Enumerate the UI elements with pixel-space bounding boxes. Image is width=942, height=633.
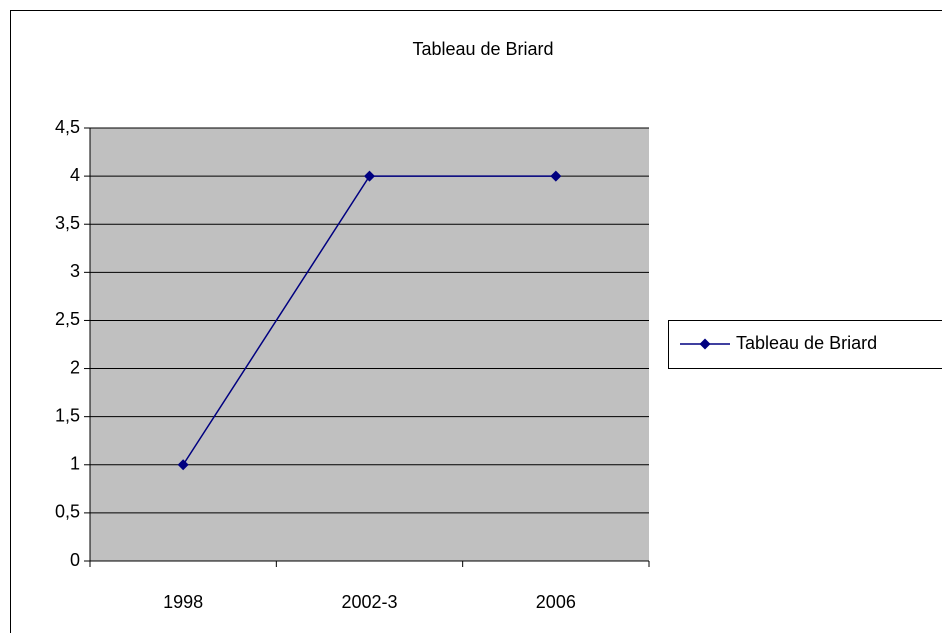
y-tick-label: 2 [70,357,80,377]
x-tick-label: 2006 [536,592,576,612]
plot-area [90,128,649,561]
y-tick-label: 4 [70,165,80,185]
y-tick-label: 0 [70,550,80,570]
data-point [550,170,562,182]
legend-label: Tableau de Briard [736,333,877,353]
chart-title: Tableau de Briard [412,39,553,59]
y-tick-label: 2,5 [55,309,80,329]
y-tick-label: 0,5 [55,502,80,522]
data-point [177,459,189,471]
y-tick-label: 1,5 [55,405,80,425]
y-tick-label: 1 [70,454,80,474]
y-tick-label: 3,5 [55,213,80,233]
legend-marker [699,338,711,350]
x-tick-label: 2002-3 [341,592,397,612]
y-tick-label: 4,5 [55,117,80,137]
y-tick-label: 3 [70,261,80,281]
x-tick-label: 1998 [163,592,203,612]
data-point [364,170,375,182]
